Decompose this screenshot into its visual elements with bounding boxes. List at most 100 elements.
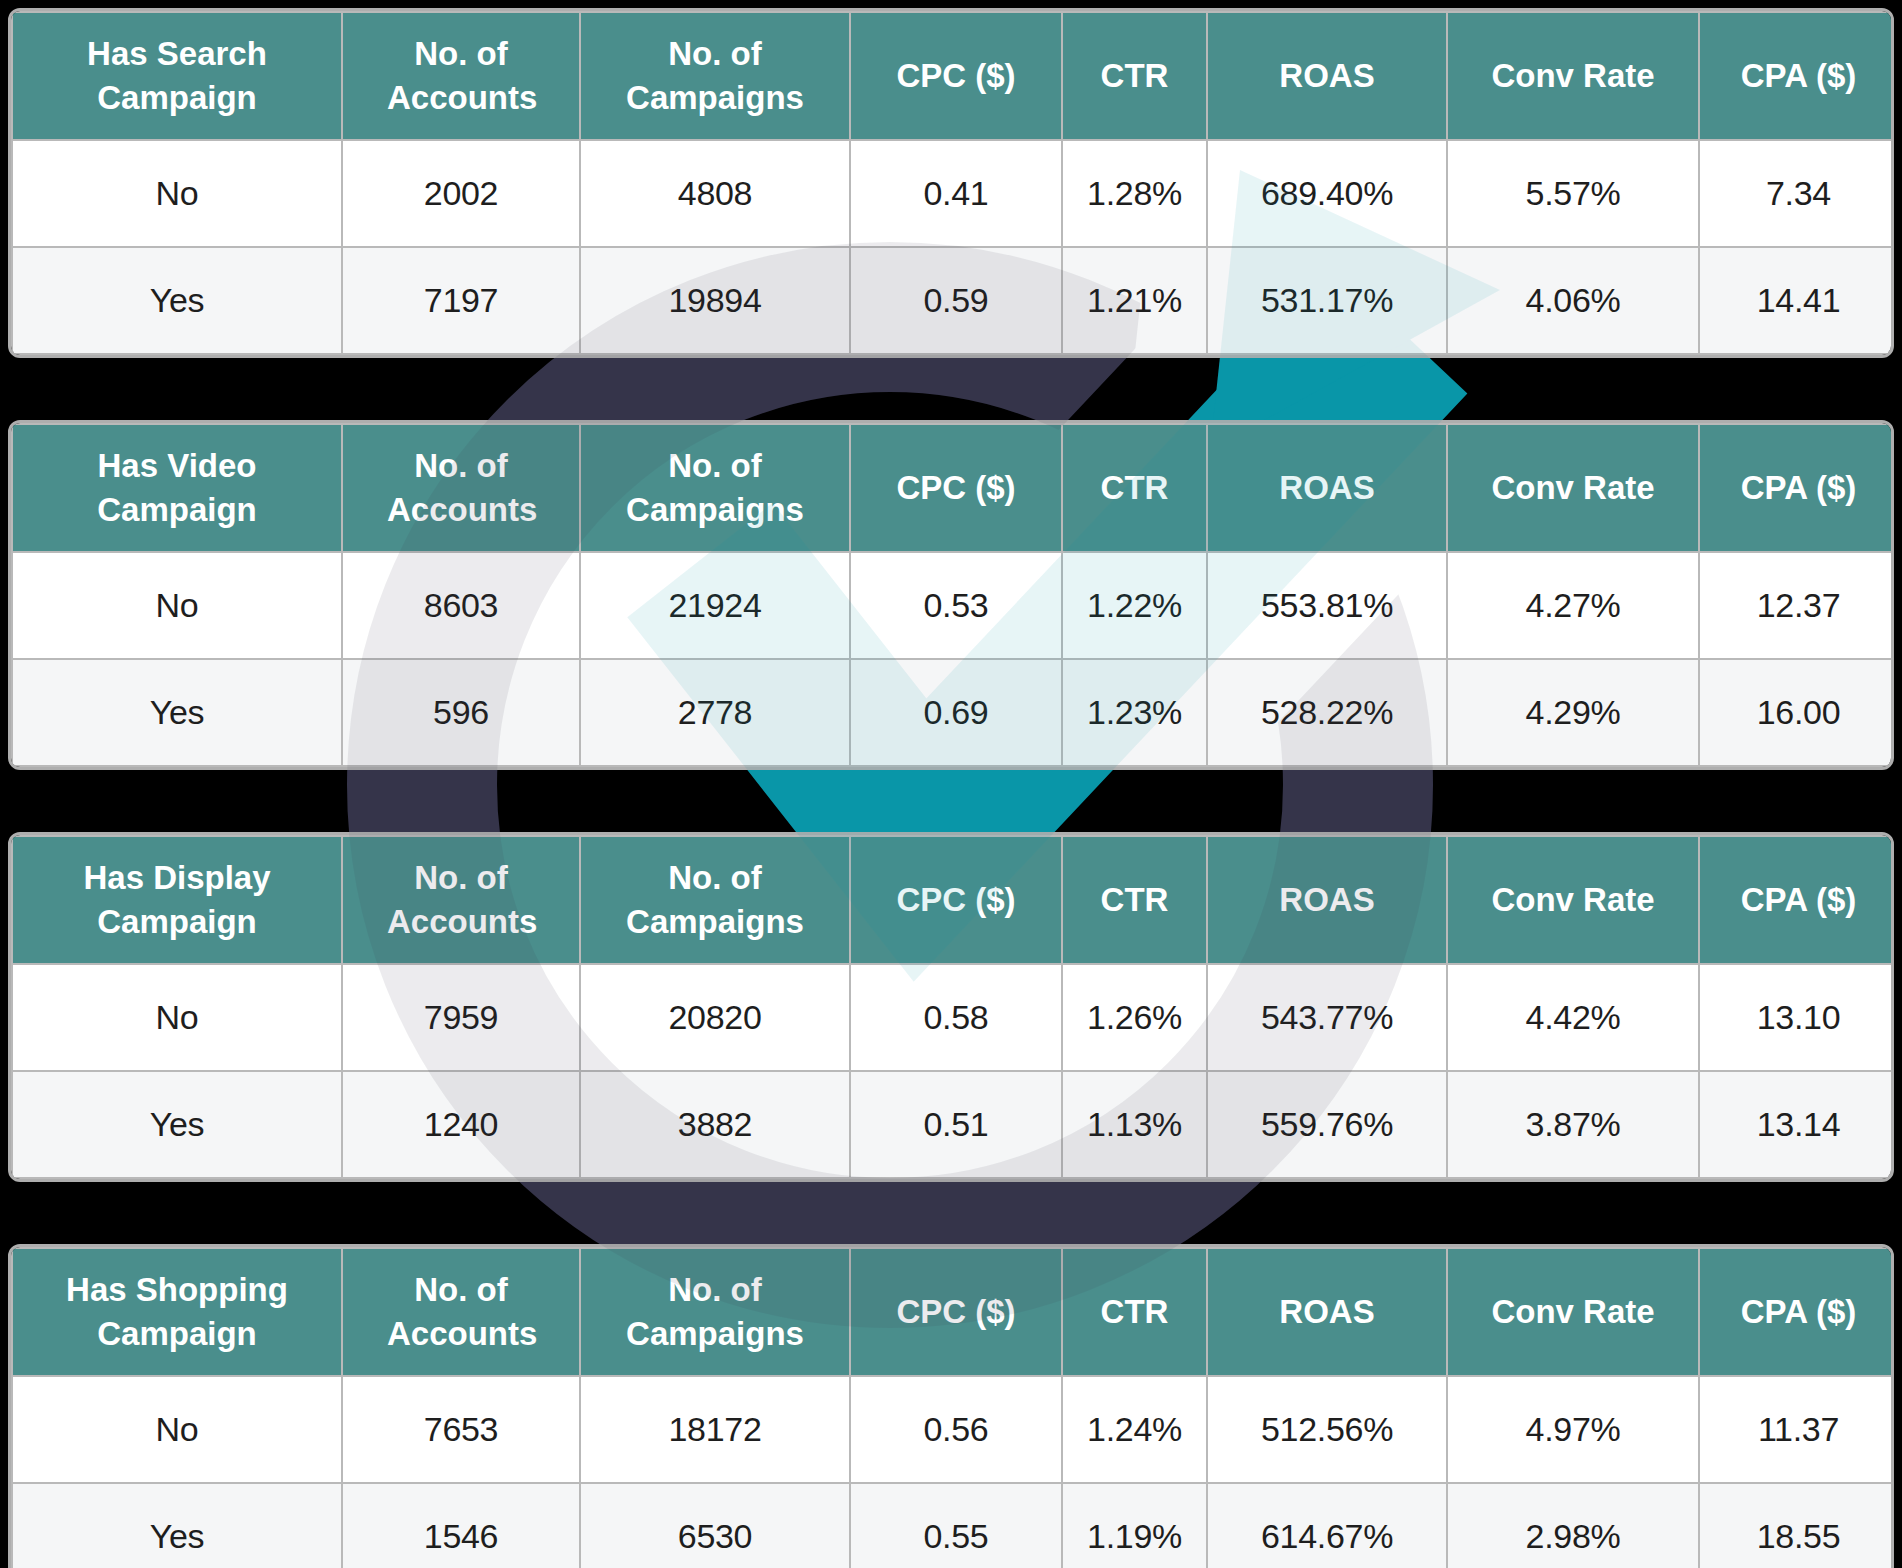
- metric-cell-accounts: 7653: [342, 1376, 580, 1483]
- table-row-no: No 7959 20820 0.58 1.26% 543.77% 4.42% 1…: [12, 964, 1894, 1071]
- metric-cell-ctr: 1.28%: [1062, 140, 1207, 247]
- metric-cell-accounts: 7959: [342, 964, 580, 1071]
- metric-cell-campaigns: 3882: [580, 1071, 850, 1178]
- column-header-ctr: CTR: [1062, 12, 1207, 140]
- table-row-no: No 8603 21924 0.53 1.22% 553.81% 4.27% 1…: [12, 552, 1894, 659]
- column-header-has-display-campaign: Has Display Campaign: [12, 836, 342, 964]
- metric-cell-ctr: 1.19%: [1062, 1483, 1207, 1568]
- metric-cell-accounts: 2002: [342, 140, 580, 247]
- header-row: Has Search Campaign No. of Accounts No. …: [12, 12, 1894, 140]
- metric-cell-accounts: 1240: [342, 1071, 580, 1178]
- header-row: Has Display Campaign No. of Accounts No.…: [12, 836, 1894, 964]
- tables-stack: Has Search Campaign No. of Accounts No. …: [8, 8, 1894, 1568]
- row-label: No: [12, 964, 342, 1071]
- metric-cell-conv-rate: 4.29%: [1447, 659, 1699, 766]
- table-row-no: No 7653 18172 0.56 1.24% 512.56% 4.97% 1…: [12, 1376, 1894, 1483]
- metric-cell-conv-rate: 4.27%: [1447, 552, 1699, 659]
- column-header-cpc: CPC ($): [850, 12, 1062, 140]
- metric-cell-campaigns: 21924: [580, 552, 850, 659]
- metric-cell-cpc: 0.58: [850, 964, 1062, 1071]
- metric-cell-roas: 689.40%: [1207, 140, 1447, 247]
- table-has-shopping-campaign: Has Shopping Campaign No. of Accounts No…: [8, 1244, 1894, 1568]
- column-header-has-search-campaign: Has Search Campaign: [12, 12, 342, 140]
- column-header-ctr: CTR: [1062, 424, 1207, 552]
- metric-cell-conv-rate: 5.57%: [1447, 140, 1699, 247]
- column-header-has-shopping-campaign: Has Shopping Campaign: [12, 1248, 342, 1376]
- column-header-roas: ROAS: [1207, 836, 1447, 964]
- column-header-accounts: No. of Accounts: [342, 1248, 580, 1376]
- metric-cell-campaigns: 19894: [580, 247, 850, 354]
- metric-cell-accounts: 596: [342, 659, 580, 766]
- metric-cell-campaigns: 6530: [580, 1483, 850, 1568]
- metric-cell-cpc: 0.51: [850, 1071, 1062, 1178]
- metric-cell-cpc: 0.56: [850, 1376, 1062, 1483]
- metric-cell-cpc: 0.53: [850, 552, 1062, 659]
- table-row-yes: Yes 1546 6530 0.55 1.19% 614.67% 2.98% 1…: [12, 1483, 1894, 1568]
- metric-cell-ctr: 1.23%: [1062, 659, 1207, 766]
- metric-cell-cpc: 0.41: [850, 140, 1062, 247]
- metric-cell-roas: 559.76%: [1207, 1071, 1447, 1178]
- row-label: Yes: [12, 1483, 342, 1568]
- metric-cell-roas: 512.56%: [1207, 1376, 1447, 1483]
- table-row-no: No 2002 4808 0.41 1.28% 689.40% 5.57% 7.…: [12, 140, 1894, 247]
- metric-cell-cpc: 0.55: [850, 1483, 1062, 1568]
- row-label: Yes: [12, 1071, 342, 1178]
- metric-cell-accounts: 1546: [342, 1483, 580, 1568]
- metric-cell-cpc: 0.69: [850, 659, 1062, 766]
- column-header-cpa: CPA ($): [1699, 12, 1894, 140]
- row-label: Yes: [12, 659, 342, 766]
- column-header-conv-rate: Conv Rate: [1447, 836, 1699, 964]
- metric-cell-cpc: 0.59: [850, 247, 1062, 354]
- metric-cell-accounts: 7197: [342, 247, 580, 354]
- table-has-video-campaign: Has Video Campaign No. of Accounts No. o…: [8, 420, 1894, 770]
- table-row-yes: Yes 596 2778 0.69 1.23% 528.22% 4.29% 16…: [12, 659, 1894, 766]
- column-header-ctr: CTR: [1062, 836, 1207, 964]
- metric-cell-roas: 528.22%: [1207, 659, 1447, 766]
- metric-cell-accounts: 8603: [342, 552, 580, 659]
- column-header-conv-rate: Conv Rate: [1447, 424, 1699, 552]
- metric-cell-ctr: 1.13%: [1062, 1071, 1207, 1178]
- column-header-roas: ROAS: [1207, 12, 1447, 140]
- row-label: No: [12, 140, 342, 247]
- metric-cell-cpa: 13.14: [1699, 1071, 1894, 1178]
- column-header-campaigns: No. of Campaigns: [580, 424, 850, 552]
- column-header-ctr: CTR: [1062, 1248, 1207, 1376]
- metric-cell-ctr: 1.22%: [1062, 552, 1207, 659]
- metric-cell-campaigns: 20820: [580, 964, 850, 1071]
- metric-cell-conv-rate: 4.06%: [1447, 247, 1699, 354]
- metric-cell-cpa: 11.37: [1699, 1376, 1894, 1483]
- metric-cell-cpa: 18.55: [1699, 1483, 1894, 1568]
- column-header-accounts: No. of Accounts: [342, 12, 580, 140]
- column-header-campaigns: No. of Campaigns: [580, 836, 850, 964]
- metric-cell-ctr: 1.24%: [1062, 1376, 1207, 1483]
- column-header-cpc: CPC ($): [850, 1248, 1062, 1376]
- column-header-accounts: No. of Accounts: [342, 836, 580, 964]
- metric-cell-conv-rate: 3.87%: [1447, 1071, 1699, 1178]
- metric-cell-roas: 553.81%: [1207, 552, 1447, 659]
- column-header-cpa: CPA ($): [1699, 424, 1894, 552]
- metric-cell-roas: 614.67%: [1207, 1483, 1447, 1568]
- row-label: Yes: [12, 247, 342, 354]
- metric-cell-cpa: 14.41: [1699, 247, 1894, 354]
- column-header-conv-rate: Conv Rate: [1447, 1248, 1699, 1376]
- header-row: Has Video Campaign No. of Accounts No. o…: [12, 424, 1894, 552]
- column-header-roas: ROAS: [1207, 424, 1447, 552]
- column-header-cpc: CPC ($): [850, 836, 1062, 964]
- metric-cell-cpa: 12.37: [1699, 552, 1894, 659]
- column-header-cpa: CPA ($): [1699, 1248, 1894, 1376]
- metric-cell-cpa: 13.10: [1699, 964, 1894, 1071]
- column-header-cpc: CPC ($): [850, 424, 1062, 552]
- header-row: Has Shopping Campaign No. of Accounts No…: [12, 1248, 1894, 1376]
- metric-cell-ctr: 1.26%: [1062, 964, 1207, 1071]
- column-header-cpa: CPA ($): [1699, 836, 1894, 964]
- metric-cell-conv-rate: 4.97%: [1447, 1376, 1699, 1483]
- report-page: Has Search Campaign No. of Accounts No. …: [0, 0, 1902, 1568]
- column-header-accounts: No. of Accounts: [342, 424, 580, 552]
- metric-cell-cpa: 16.00: [1699, 659, 1894, 766]
- metric-cell-roas: 531.17%: [1207, 247, 1447, 354]
- metric-cell-conv-rate: 2.98%: [1447, 1483, 1699, 1568]
- table-row-yes: Yes 1240 3882 0.51 1.13% 559.76% 3.87% 1…: [12, 1071, 1894, 1178]
- table-has-display-campaign: Has Display Campaign No. of Accounts No.…: [8, 832, 1894, 1182]
- column-header-roas: ROAS: [1207, 1248, 1447, 1376]
- metric-cell-campaigns: 2778: [580, 659, 850, 766]
